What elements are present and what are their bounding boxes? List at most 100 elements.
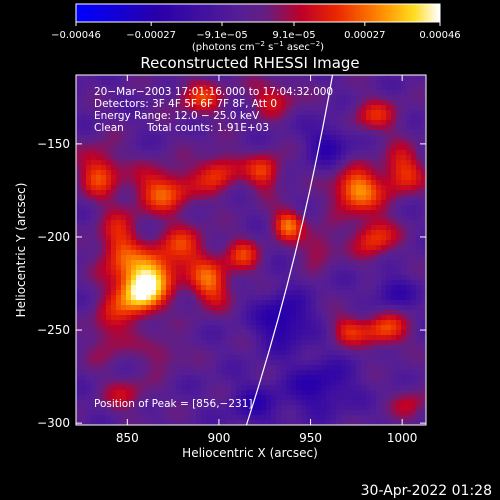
- heatmap-cell: [201, 265, 207, 271]
- heatmap-cell: [371, 195, 377, 201]
- heatmap-cell: [141, 125, 147, 131]
- heatmap-cell: [421, 340, 426, 346]
- heatmap-cell: [166, 190, 172, 196]
- heatmap-cell: [141, 265, 147, 271]
- heatmap-cell: [101, 405, 107, 411]
- heatmap-cell: [136, 95, 142, 101]
- heatmap-cell: [111, 320, 117, 326]
- heatmap-cell: [306, 145, 312, 151]
- heatmap-cell: [101, 115, 107, 121]
- heatmap-cell: [131, 90, 137, 96]
- colorbar-cell: [396, 4, 399, 22]
- heatmap-cell: [206, 130, 212, 136]
- heatmap-cell: [111, 305, 117, 311]
- heatmap-cell: [366, 315, 372, 321]
- colorbar-cell: [122, 4, 125, 22]
- heatmap-cell: [96, 410, 102, 416]
- heatmap-cell: [156, 120, 162, 126]
- heatmap-cell: [256, 260, 262, 266]
- heatmap-cell: [246, 90, 252, 96]
- heatmap-cell: [386, 295, 392, 301]
- heatmap-cell: [266, 250, 272, 256]
- heatmap-cell: [166, 415, 172, 421]
- heatmap-cell: [126, 90, 132, 96]
- heatmap-cell: [186, 215, 192, 221]
- heatmap-cell: [121, 140, 127, 146]
- colorbar-cell: [428, 4, 431, 22]
- heatmap-cell: [131, 80, 137, 86]
- heatmap-cell: [141, 250, 147, 256]
- heatmap-cell: [191, 170, 197, 176]
- heatmap-cell: [351, 410, 357, 416]
- heatmap-cell: [261, 265, 267, 271]
- heatmap-cell: [346, 330, 352, 336]
- heatmap-cell: [81, 255, 87, 261]
- heatmap-cell: [231, 230, 237, 236]
- heatmap-cell: [366, 285, 372, 291]
- heatmap-cell: [206, 395, 212, 401]
- heatmap-cell: [281, 130, 287, 136]
- heatmap-cell: [301, 210, 307, 216]
- heatmap-cell: [86, 380, 92, 386]
- heatmap-cell: [91, 255, 97, 261]
- heatmap-cell: [291, 390, 297, 396]
- heatmap-cell: [106, 255, 112, 261]
- heatmap-cell: [361, 215, 367, 221]
- heatmap-cell: [376, 240, 382, 246]
- heatmap-cell: [86, 225, 92, 231]
- heatmap-cell: [156, 115, 162, 121]
- heatmap-cell: [421, 325, 426, 331]
- heatmap-cell: [401, 350, 407, 356]
- heatmap-cell: [266, 185, 272, 191]
- heatmap-cell: [221, 415, 227, 421]
- heatmap-cell: [226, 110, 232, 116]
- heatmap-cell: [391, 210, 397, 216]
- heatmap-cell: [121, 415, 127, 421]
- heatmap-cell: [316, 155, 322, 161]
- heatmap-cell: [226, 275, 232, 281]
- heatmap-cell: [301, 260, 307, 266]
- heatmap-cell: [191, 190, 197, 196]
- heatmap-cell: [136, 240, 142, 246]
- heatmap-cell: [116, 395, 122, 401]
- heatmap-cell: [261, 340, 267, 346]
- heatmap-cell: [296, 190, 302, 196]
- heatmap-cell: [131, 175, 137, 181]
- heatmap-cell: [121, 165, 127, 171]
- heatmap-cell: [191, 310, 197, 316]
- heatmap-cell: [161, 80, 167, 86]
- heatmap-cell: [101, 180, 107, 186]
- heatmap-cell: [226, 325, 232, 331]
- heatmap-cell: [96, 385, 102, 391]
- heatmap-cell: [181, 195, 187, 201]
- heatmap-cell: [241, 300, 247, 306]
- heatmap-cell: [386, 300, 392, 306]
- heatmap-cell: [171, 380, 177, 386]
- heatmap-cell: [101, 155, 107, 161]
- heatmap-cell: [346, 85, 352, 91]
- heatmap-cell: [196, 260, 202, 266]
- heatmap-cell: [136, 340, 142, 346]
- heatmap-cell: [181, 255, 187, 261]
- heatmap-cell: [291, 120, 297, 126]
- heatmap-cell: [106, 405, 112, 411]
- heatmap-cell: [101, 310, 107, 316]
- heatmap-cell: [291, 225, 297, 231]
- heatmap-cell: [266, 400, 272, 406]
- heatmap-cell: [261, 335, 267, 341]
- heatmap-cell: [366, 95, 372, 101]
- heatmap-cell: [361, 305, 367, 311]
- heatmap-cell: [381, 365, 387, 371]
- heatmap-cell: [356, 350, 362, 356]
- heatmap-cell: [156, 355, 162, 361]
- heatmap-cell: [241, 170, 247, 176]
- heatmap-cell: [186, 155, 192, 161]
- heatmap-cell: [356, 290, 362, 296]
- heatmap-cell: [211, 335, 217, 341]
- heatmap-cell: [181, 250, 187, 256]
- heatmap-cell: [221, 335, 227, 341]
- heatmap-cell: [286, 385, 292, 391]
- heatmap-cell: [421, 155, 426, 161]
- heatmap-cell: [161, 280, 167, 286]
- heatmap-cell: [361, 175, 367, 181]
